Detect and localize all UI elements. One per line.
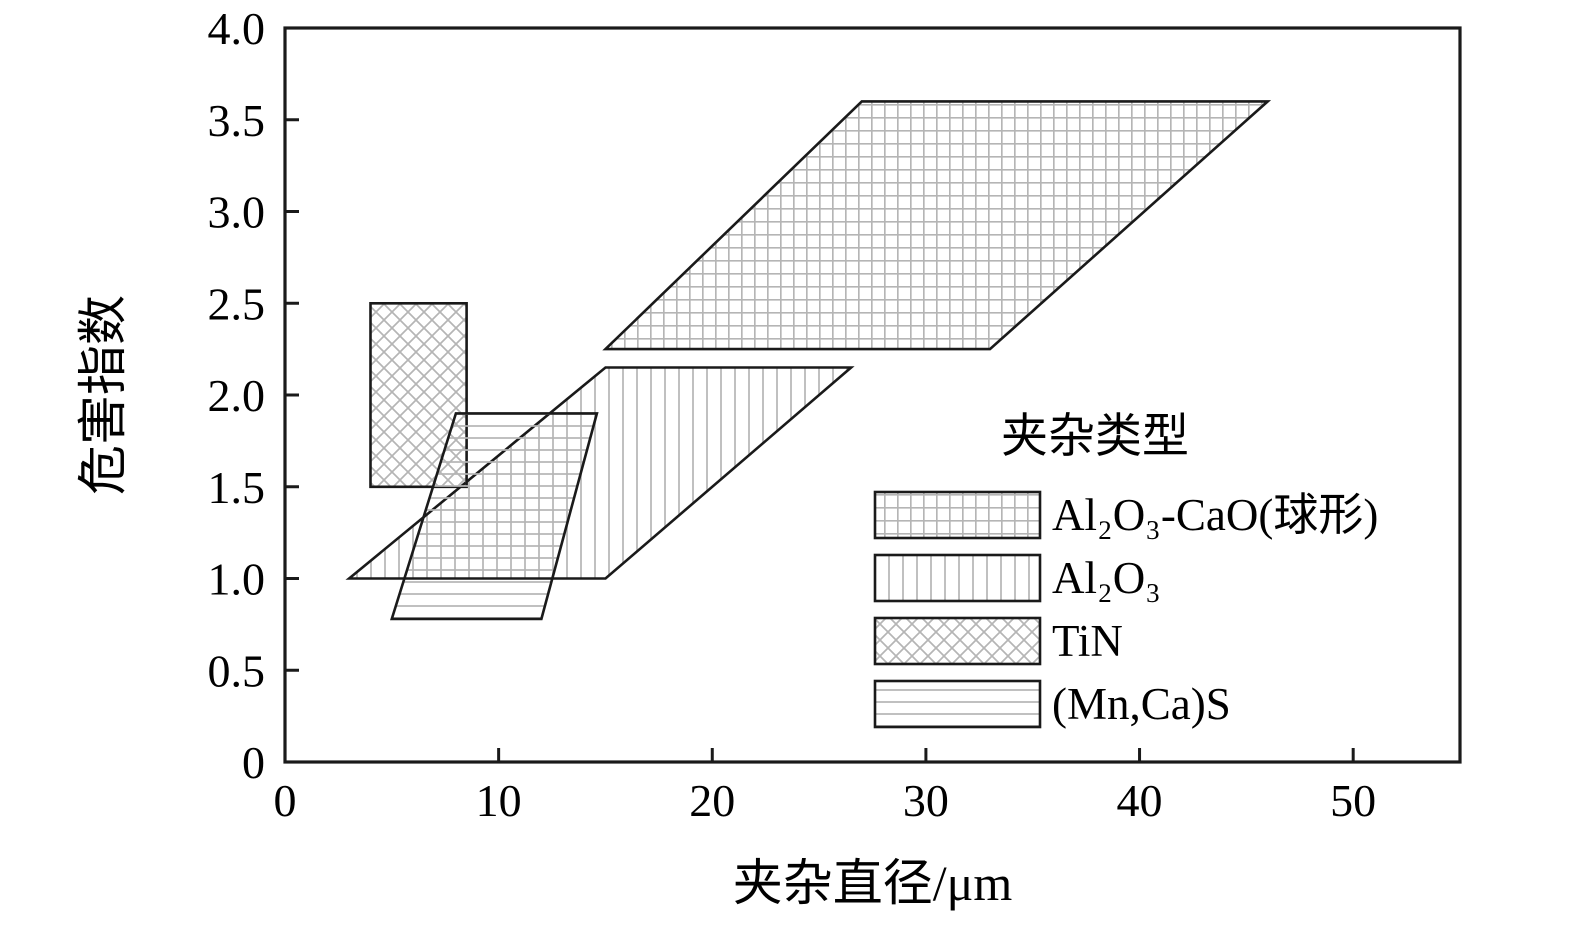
legend [873,490,1042,729]
x-tick-label: 20 [689,775,735,826]
x-tick-label: 30 [903,775,949,826]
legend-swatch-tin [873,616,1042,666]
regions [345,100,1272,621]
legend-label-tin: TiN [1052,616,1123,666]
y-axis-title: 危害指数 [75,295,131,495]
x-tick-label: 0 [274,775,297,826]
y-tick-label: 0.5 [208,645,266,696]
legend-swatch-al2o3 [873,553,1042,603]
legend-label-al2o3-cao: Al₂O₃-CaO(球形) [1052,490,1378,540]
legend-label-mn-ca-s: (Mn,Ca)S [1052,679,1231,729]
y-tick-label: 3.5 [208,95,266,146]
x-tick-label: 10 [476,775,522,826]
x-axis-title: 夹杂直径/μm [733,855,1013,911]
region-mn-ca-s [390,412,599,621]
region-al2o3-cao [602,100,1272,351]
x-tick-label: 40 [1117,775,1163,826]
y-tick-label: 2.5 [208,278,266,329]
y-tick-label: 2.0 [208,370,266,421]
legend-swatch-al2o3-cao [873,490,1042,540]
legend-title: 夹杂类型 [1001,411,1189,463]
legend-label-al2o3: Al₂O₃ [1052,553,1161,603]
y-tick-label: 3.0 [208,187,266,238]
y-tick-label: 4.0 [208,3,266,54]
y-tick-label: 0 [242,737,265,788]
axes [283,26,1355,764]
y-tick-label: 1.5 [208,462,266,513]
legend-swatch-mn-ca-s [873,679,1042,729]
y-tick-label: 1.0 [208,554,266,605]
x-tick-label: 50 [1330,775,1376,826]
